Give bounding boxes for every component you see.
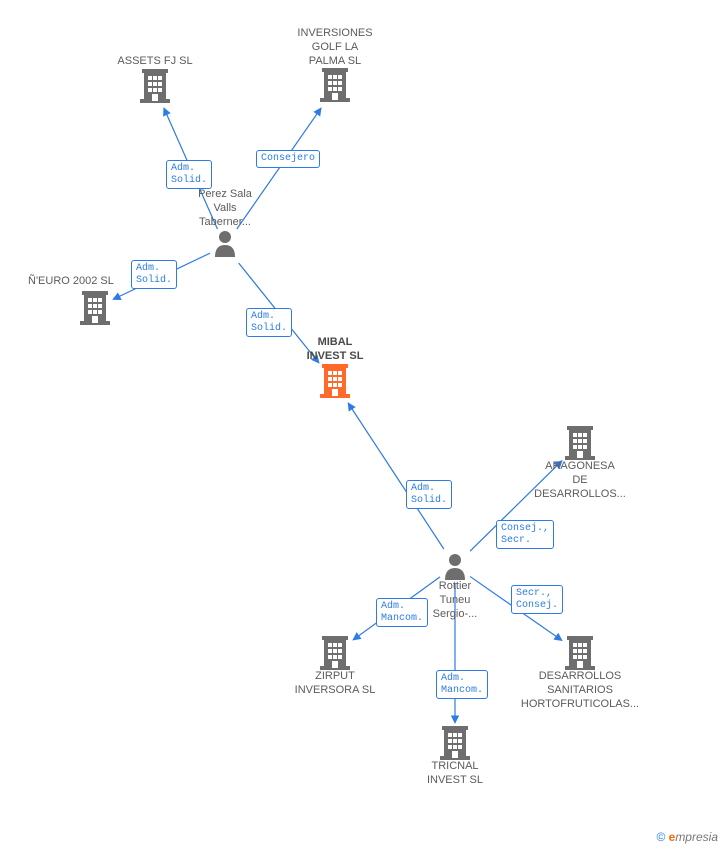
edge-label: Adm. Solid. <box>406 480 452 509</box>
person-icon <box>443 552 467 580</box>
building-icon <box>320 364 350 398</box>
node-label: TRICNAL INVEST SL <box>385 760 525 788</box>
building-icon <box>80 291 110 325</box>
node-label: ASSETS FJ SL <box>95 55 215 69</box>
edge-label: Adm. Mancom. <box>436 670 488 699</box>
node-perez: Perez Sala Valls Taberner... <box>165 188 285 257</box>
person-icon <box>213 229 237 257</box>
node-assets_fj: ASSETS FJ SL <box>95 55 215 103</box>
node-neuro: Ñ'EURO 2002 SL <box>80 291 110 325</box>
node-aragonesa: ARAGONESA DE DESARROLLOS... <box>510 426 650 501</box>
edges-layer <box>0 0 728 850</box>
footer: © empresia <box>656 830 718 844</box>
node-label: MIBAL INVEST SL <box>275 336 395 364</box>
building-icon <box>320 636 350 670</box>
copyright-symbol: © <box>656 830 665 844</box>
node-label: Ñ'EURO 2002 SL <box>28 275 138 289</box>
edge-label: Adm. Solid. <box>166 160 212 189</box>
edge-label: Adm. Mancom. <box>376 598 428 627</box>
node-label: DESARROLLOS SANITARIOS HORTOFRUTICOLAS..… <box>510 670 650 711</box>
node-inversiones: INVERSIONES GOLF LA PALMA SL <box>275 27 395 102</box>
node-zirput: ZIRPUT INVERSORA SL <box>265 636 405 698</box>
edge-label: Adm. Solid. <box>131 260 177 289</box>
edge-label: Secr., Consej. <box>511 585 563 614</box>
edge-label: Consejero <box>256 150 320 168</box>
node-mibal: MIBAL INVEST SL <box>275 336 395 398</box>
building-icon <box>440 726 470 760</box>
node-label: Perez Sala Valls Taberner... <box>165 188 285 229</box>
edge-label: Consej., Secr. <box>496 520 554 549</box>
building-icon <box>320 68 350 102</box>
node-desarrollos: DESARROLLOS SANITARIOS HORTOFRUTICOLAS..… <box>510 636 650 711</box>
node-label: INVERSIONES GOLF LA PALMA SL <box>275 27 395 68</box>
brand: empresia <box>669 830 718 844</box>
node-label: ZIRPUT INVERSORA SL <box>265 670 405 698</box>
building-icon <box>565 426 595 460</box>
node-label: ARAGONESA DE DESARROLLOS... <box>510 460 650 501</box>
building-icon <box>140 69 170 103</box>
node-tricnal: TRICNAL INVEST SL <box>385 726 525 788</box>
building-icon <box>565 636 595 670</box>
edge-line <box>348 403 444 549</box>
edge-label: Adm. Solid. <box>246 308 292 337</box>
